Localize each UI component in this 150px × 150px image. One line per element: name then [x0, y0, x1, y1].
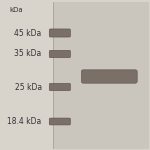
- FancyBboxPatch shape: [49, 118, 70, 125]
- FancyBboxPatch shape: [53, 2, 148, 148]
- FancyBboxPatch shape: [49, 83, 70, 91]
- Text: 35 kDa: 35 kDa: [14, 50, 42, 58]
- FancyBboxPatch shape: [49, 29, 70, 37]
- Text: 18.4 kDa: 18.4 kDa: [8, 117, 42, 126]
- Text: 25 kDa: 25 kDa: [15, 82, 42, 91]
- FancyBboxPatch shape: [81, 70, 137, 83]
- Text: kDa: kDa: [9, 7, 23, 13]
- FancyBboxPatch shape: [49, 50, 70, 58]
- Text: 45 kDa: 45 kDa: [14, 28, 42, 38]
- FancyBboxPatch shape: [53, 2, 54, 148]
